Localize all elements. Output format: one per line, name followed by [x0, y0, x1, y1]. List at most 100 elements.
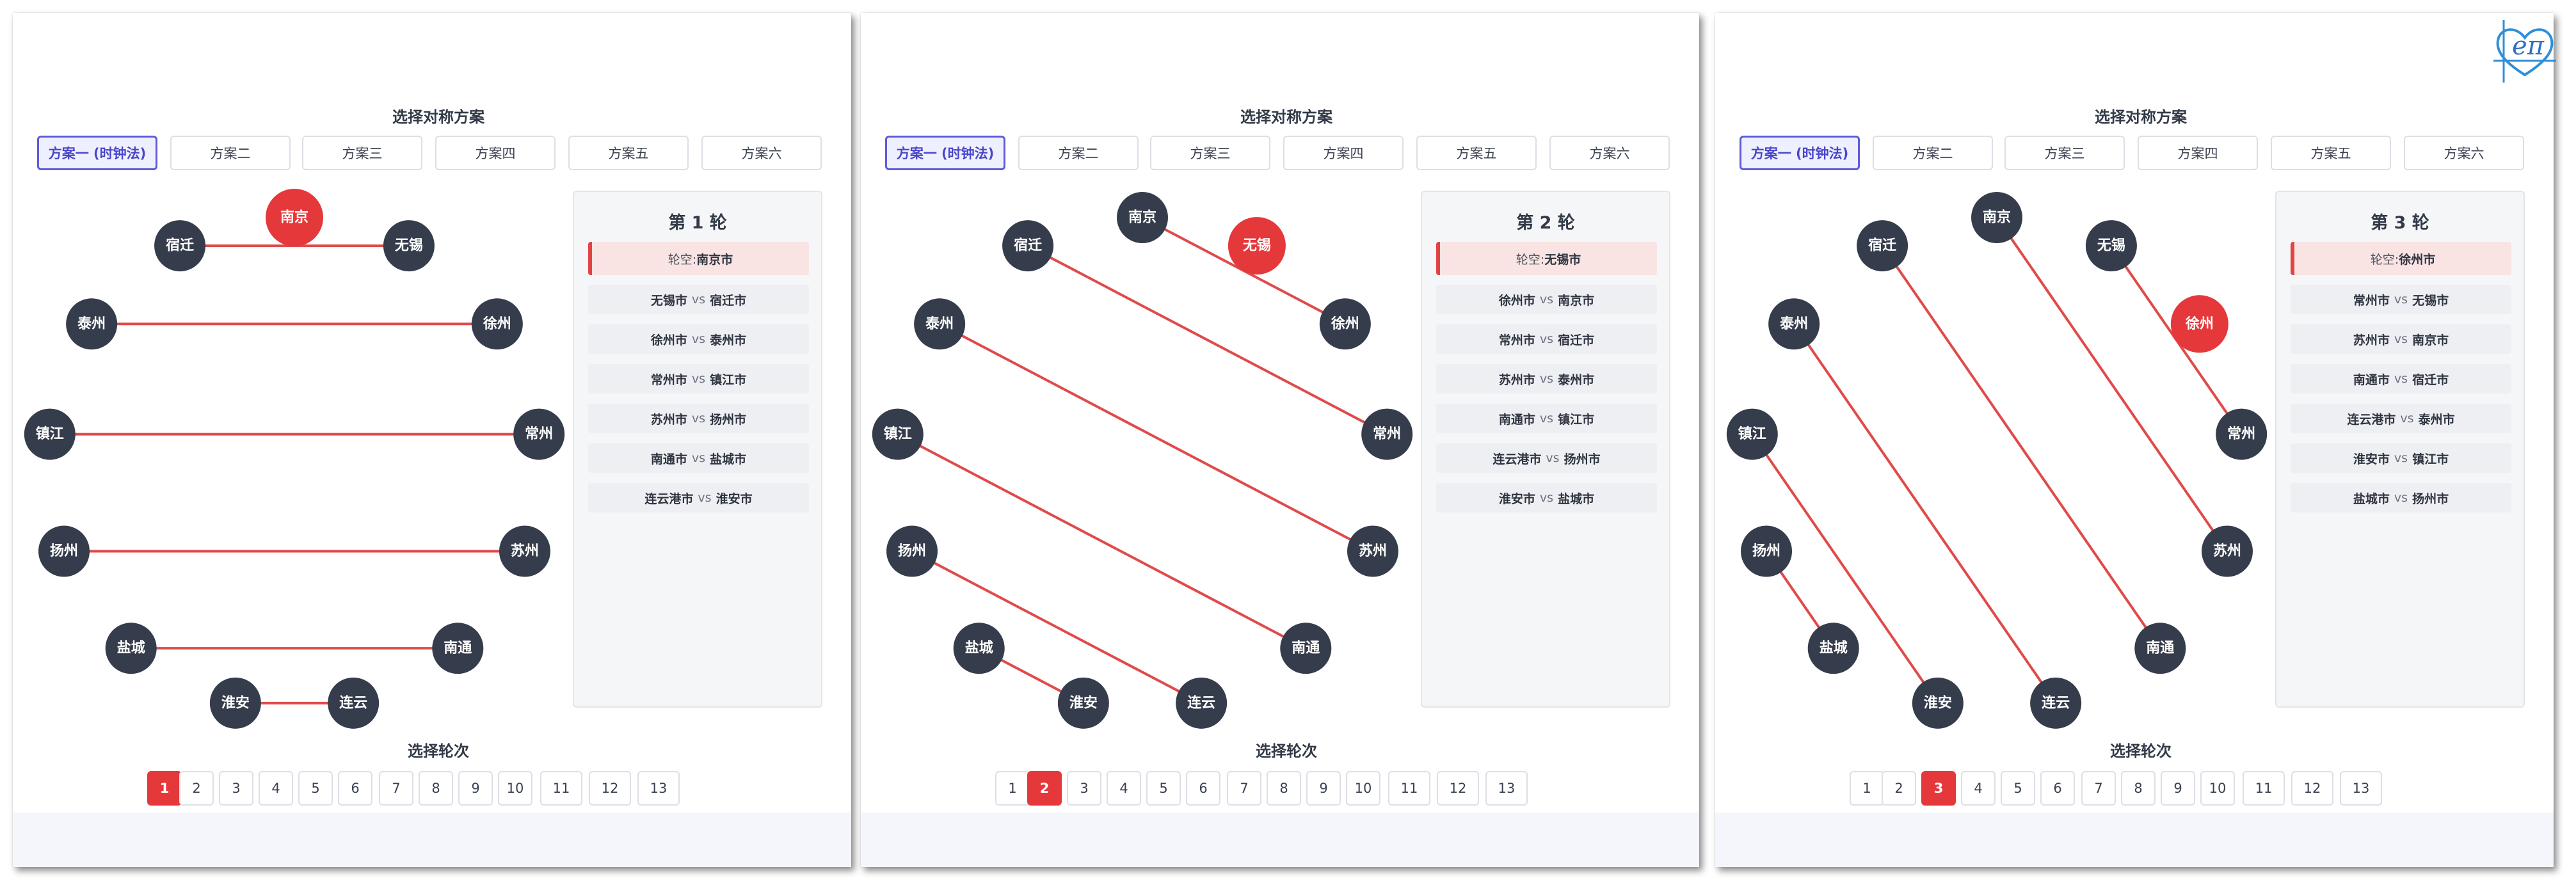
tab-scheme-5[interactable]: 方案五: [2271, 136, 2391, 170]
round-page-button-5[interactable]: 5: [2001, 771, 2035, 806]
round-heading: 选择轮次: [1256, 742, 1317, 760]
round-page-button-2[interactable]: 2: [1027, 771, 1062, 806]
match-team-b: 扬州市: [2412, 491, 2449, 506]
tab-scheme-4[interactable]: 方案四: [2138, 136, 2258, 170]
round-page-button-4[interactable]: 4: [259, 771, 293, 806]
team-node: 泰州: [914, 298, 966, 350]
round-page-button-13[interactable]: 13: [2340, 771, 2382, 806]
bye-row: 轮空: 无锡市: [1436, 242, 1657, 275]
round-page-button-2[interactable]: 2: [1882, 771, 1916, 806]
match-line: [1027, 244, 1388, 436]
round-page-button-7[interactable]: 7: [2081, 771, 2116, 806]
team-node: 苏州: [2201, 525, 2253, 577]
round-page-button-10[interactable]: 10: [1346, 771, 1380, 806]
round-page-button-7[interactable]: 7: [379, 771, 413, 806]
tab-scheme-5[interactable]: 方案五: [568, 136, 689, 170]
team-node-circle: [1176, 677, 1228, 729]
round-page-button-8[interactable]: 8: [1267, 771, 1301, 806]
team-node: 无锡: [383, 220, 435, 272]
tab-scheme-3[interactable]: 方案三: [2004, 136, 2125, 170]
round-page-button-9[interactable]: 9: [1306, 771, 1341, 806]
tab-scheme-4[interactable]: 方案四: [435, 136, 556, 170]
round-page-button-1[interactable]: 1: [147, 771, 182, 806]
round-page-button-12[interactable]: 12: [2291, 771, 2333, 806]
team-node-circle: [2085, 220, 2137, 272]
team-node-circle: [914, 298, 966, 350]
tab-scheme-1[interactable]: 方案一 (时钟法): [37, 136, 157, 170]
round-page-button-9[interactable]: 9: [458, 771, 493, 806]
tab-scheme-6[interactable]: 方案六: [701, 136, 822, 170]
round-page-button-13[interactable]: 13: [1485, 771, 1528, 806]
team-node-circle: [1741, 525, 1793, 577]
tab-scheme-4[interactable]: 方案四: [1283, 136, 1404, 170]
round-page-button-4[interactable]: 4: [1961, 771, 1996, 806]
round-page-button-12[interactable]: 12: [1437, 771, 1479, 806]
round-page-button-3[interactable]: 3: [1921, 771, 1956, 806]
team-node: 淮安: [1057, 677, 1109, 729]
round-page-button-5[interactable]: 5: [298, 771, 333, 806]
tab-scheme-6[interactable]: 方案六: [1549, 136, 1670, 170]
round-page-button-6[interactable]: 6: [1186, 771, 1220, 806]
panel-footer: [861, 813, 1699, 867]
round-page-button-5[interactable]: 5: [1146, 771, 1181, 806]
team-node: 连云: [1176, 677, 1228, 729]
tab-scheme-3[interactable]: 方案三: [1150, 136, 1270, 170]
panel-2: 选择对称方案 方案一 (时钟法) 方案二 方案三 方案四 方案五 方案六 南京 无锡 徐州 常州 苏州…: [861, 13, 1699, 867]
team-node-circle: [154, 220, 206, 272]
round-page-button-6[interactable]: 6: [2040, 771, 2075, 806]
match-line: [1793, 323, 2057, 704]
match-team-a: 淮安市: [1498, 491, 1535, 506]
team-node-label: 宿迁: [166, 237, 194, 254]
tab-scheme-2[interactable]: 方案二: [1873, 136, 1993, 170]
round-page-button-13[interactable]: 13: [637, 771, 680, 806]
match-team-b: 镇江市: [2412, 452, 2449, 466]
bye-team: 无锡市: [1544, 252, 1581, 267]
team-node-label: 徐州: [2185, 315, 2214, 332]
tab-scheme-1[interactable]: 方案一 (时钟法): [1740, 136, 1860, 170]
match-team-b: 泰州市: [1558, 372, 1595, 387]
team-node-circle: [2201, 525, 2253, 577]
round-page-button-3[interactable]: 3: [219, 771, 253, 806]
round-page-button-1[interactable]: 1: [1850, 771, 1884, 806]
round-page-button-6[interactable]: 6: [338, 771, 372, 806]
match-team-b: 南京市: [1558, 293, 1595, 308]
round-page-button-7[interactable]: 7: [1227, 771, 1261, 806]
tab-scheme-2[interactable]: 方案二: [1018, 136, 1139, 170]
round-page-button-8[interactable]: 8: [2121, 771, 2156, 806]
round-page-button-10[interactable]: 10: [2200, 771, 2235, 806]
tab-scheme-6[interactable]: 方案六: [2404, 136, 2524, 170]
round-page-button-11[interactable]: 11: [540, 771, 582, 806]
match-row: 连云港市 vs 泰州市: [2291, 404, 2511, 433]
team-node: 徐州: [471, 298, 523, 350]
match-team-b: 宿迁市: [2412, 372, 2449, 387]
round-page-button-2[interactable]: 2: [179, 771, 214, 806]
team-node: 泰州: [66, 298, 118, 350]
round-page-button-10[interactable]: 10: [498, 771, 532, 806]
team-node-circle: [1768, 298, 1820, 350]
tab-scheme-3[interactable]: 方案三: [302, 136, 422, 170]
team-node-label: 淮安: [1924, 694, 1952, 711]
round-page-button-12[interactable]: 12: [589, 771, 631, 806]
team-node-label: 常州: [1373, 426, 1401, 442]
round-page-button-4[interactable]: 4: [1107, 771, 1141, 806]
round-heading: 选择轮次: [408, 742, 469, 760]
tab-scheme-2[interactable]: 方案二: [170, 136, 291, 170]
match-vs: vs: [691, 332, 706, 346]
team-node-circle: [2134, 623, 2186, 674]
tab-scheme-1[interactable]: 方案一 (时钟法): [885, 136, 1005, 170]
round-page-button-11[interactable]: 11: [1388, 771, 1430, 806]
round-page-button-9[interactable]: 9: [2161, 771, 2195, 806]
bye-team: 南京市: [696, 252, 733, 267]
match-team-a: 淮安市: [2353, 452, 2390, 466]
tab-scheme-5[interactable]: 方案五: [1416, 136, 1537, 170]
match-row: 连云港市 vs 扬州市: [1436, 443, 1657, 473]
round-page-button-11[interactable]: 11: [2243, 771, 2285, 806]
round-page-button-8[interactable]: 8: [419, 771, 453, 806]
round-page-button-1[interactable]: 1: [995, 771, 1030, 806]
match-vs: vs: [2394, 451, 2408, 465]
team-node-label: 盐城: [1820, 640, 1848, 656]
match-row: 淮安市 vs 镇江市: [2291, 443, 2511, 473]
round-page-button-3[interactable]: 3: [1067, 771, 1101, 806]
